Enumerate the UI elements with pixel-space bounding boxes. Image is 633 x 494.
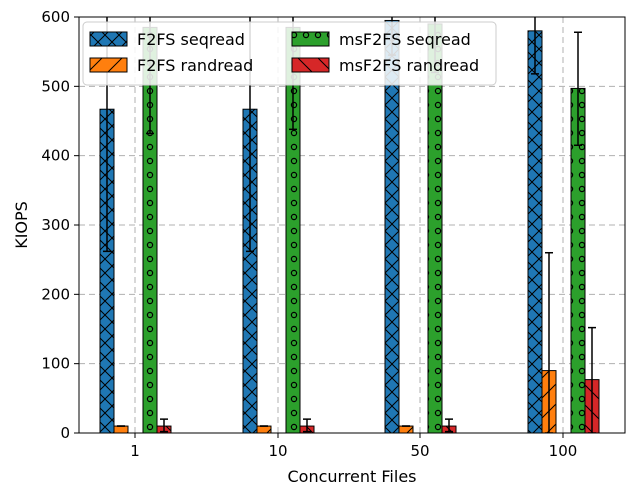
y-tick-label-6: 600 xyxy=(41,8,70,26)
legend: F2FS seqread F2FS randread msF2FS seqread m… xyxy=(82,21,497,86)
bar-hatch-0-0 xyxy=(100,109,114,433)
bar-hatch-0-2 xyxy=(385,20,399,433)
legend-label-0: F2FS seqread xyxy=(137,30,245,49)
legend-box xyxy=(82,21,497,86)
legend-swatch-hatch-0 xyxy=(90,32,127,46)
bar-hatch-2-2 xyxy=(428,23,442,433)
y-tick-label-0: 0 xyxy=(60,424,70,442)
legend-label-1: F2FS randread xyxy=(137,56,253,75)
bar-hatch-2-0 xyxy=(143,27,157,433)
y-tick-label-5: 500 xyxy=(41,77,70,95)
y-tick-label-4: 400 xyxy=(41,147,70,165)
legend-label-3: msF2FS randread xyxy=(339,56,479,75)
bar-hatch-0-3 xyxy=(528,30,542,433)
legend-label-2: msF2FS seqread xyxy=(339,30,471,49)
legend-swatch-hatch-3 xyxy=(292,58,329,72)
x-tick-label-1: 10 xyxy=(268,442,287,460)
bar-hatch-1-1 xyxy=(257,426,271,433)
bar-hatch-2-3 xyxy=(571,88,585,433)
bar-hatch-0-1 xyxy=(243,109,257,433)
y-axis-label: KIOPS xyxy=(12,201,31,249)
bar-hatch-1-0 xyxy=(114,426,128,433)
x-tick-label-3: 100 xyxy=(549,442,578,460)
y-axis-ticks: 0 100 200 300 400 500 600 xyxy=(41,8,79,442)
legend-swatch-hatch-1 xyxy=(90,58,127,72)
bar-hatch-1-2 xyxy=(399,426,413,433)
y-tick-label-3: 300 xyxy=(41,216,70,234)
legend-swatch-hatch-2 xyxy=(292,32,329,46)
x-tick-label-0: 1 xyxy=(130,442,140,460)
x-axis-ticks: 1 10 50 100 xyxy=(130,433,577,460)
y-tick-label-2: 200 xyxy=(41,285,70,303)
y-tick-label-1: 100 xyxy=(41,355,70,373)
x-axis-label: Concurrent Files xyxy=(287,467,416,486)
x-tick-label-2: 50 xyxy=(410,442,429,460)
